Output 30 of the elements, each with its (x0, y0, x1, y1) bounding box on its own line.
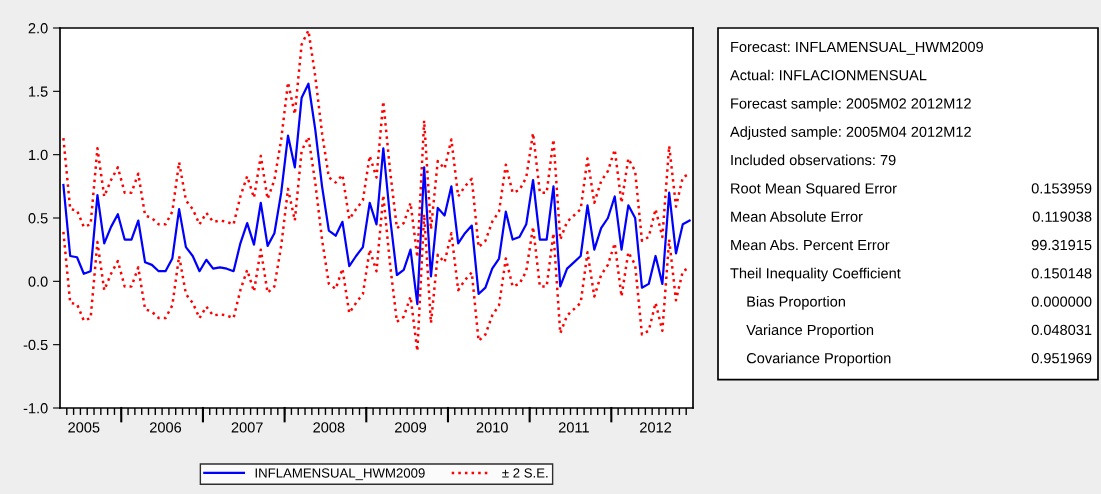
legend-label: ± 2 S.E. (502, 468, 548, 478)
text: Mean Absolute Error 0.119038 (731, 211, 1092, 222)
text: Mean Abs. Percent Error 99.31915 (731, 239, 1092, 251)
text: Covariance Proportion 0.951969 (746, 352, 1092, 367)
legend-label: INFLAMENSUAL_HWM2009 (255, 468, 425, 481)
y-tick-label: -1.0 (23, 403, 48, 414)
x-tick-label: 2011 (558, 422, 589, 433)
x-tick-label: 2005 (68, 422, 100, 433)
y-tick-label: 0.5 (28, 213, 48, 224)
line-series (62, 82, 691, 306)
text: Forecast sample: 2005M02 2012M12 (731, 97, 971, 112)
x-tick-label: 2009 (395, 422, 427, 433)
text: Theil Inequality Coefficient 0.150148 (730, 267, 1092, 282)
y-tick-label: 0.0 (28, 276, 48, 287)
x-tick-label: 2006 (150, 422, 182, 433)
x-tick-label: 2008 (313, 422, 345, 433)
text: Forecast: INFLAMENSUAL_HWM2009 (731, 41, 983, 55)
text: Root Mean Squared Error 0.153959 (731, 182, 1092, 197)
text: Actual: INFLACIONMENSUAL (730, 69, 927, 81)
y-tick-label: 1.5 (29, 86, 48, 97)
x-tick-label: 2010 (476, 422, 508, 433)
y-tick-label: 1.0 (29, 149, 48, 161)
text: Adjusted sample: 2005M04 2012M12 (730, 126, 971, 140)
x-tick-label: 2012 (640, 422, 672, 433)
text: Variance Proportion 0.048031 (746, 324, 1092, 338)
x-tick-label: 2007 (231, 422, 263, 433)
text: Included observations: 79 (731, 154, 896, 166)
y-tick-label: 2.0 (28, 23, 48, 34)
text: Bias Proportion 0.000000 (747, 296, 1092, 310)
y-tick-label: -0.5 (23, 339, 48, 351)
